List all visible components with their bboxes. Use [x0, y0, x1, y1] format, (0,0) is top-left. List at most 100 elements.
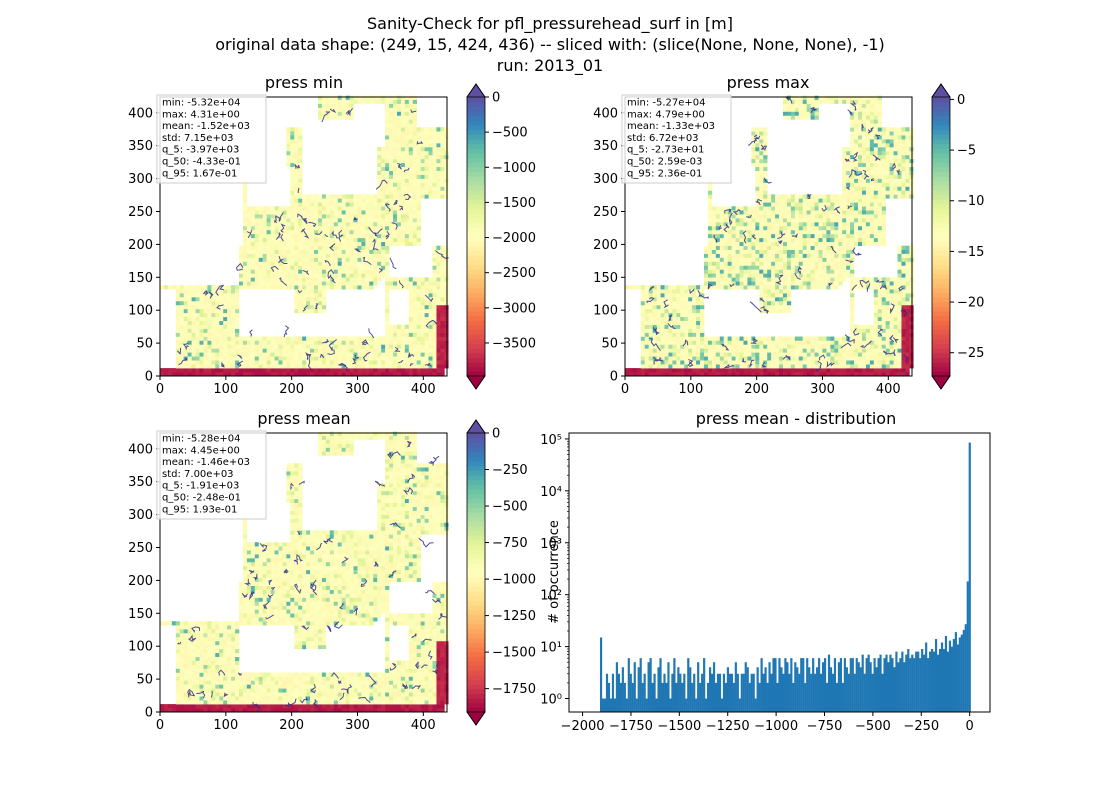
land-cell: [771, 281, 776, 286]
land-cell: [763, 222, 768, 227]
land-cell: [672, 297, 677, 302]
land-cell: [775, 269, 780, 274]
land-cell: [227, 352, 232, 357]
land-cell: [211, 289, 216, 294]
land-cell: [858, 135, 863, 140]
land-cell: [345, 281, 350, 286]
colorbar-segment: [467, 329, 485, 335]
land-cell: [731, 237, 736, 243]
land-cell: [373, 269, 378, 274]
land-cell: [692, 344, 697, 349]
land-cell: [707, 352, 713, 357]
land-cell: [195, 368, 200, 373]
land-cell: [444, 265, 449, 270]
land-cell: [408, 293, 414, 298]
land-cell: [440, 194, 445, 199]
land-cell: [440, 277, 445, 282]
land-cell: [306, 210, 311, 215]
land-cell: [207, 293, 212, 298]
land-cell: [444, 293, 449, 298]
land-cell: [680, 308, 685, 314]
land-cell: [703, 356, 709, 361]
land-cell: [377, 198, 382, 203]
land-cell: [814, 229, 819, 235]
land-cell: [648, 293, 653, 298]
land-cell: [806, 285, 811, 290]
land-cell: [814, 111, 819, 116]
land-cell: [369, 277, 374, 282]
land-cell: [846, 245, 851, 250]
land-cell: [302, 202, 307, 207]
land-cell: [294, 233, 299, 239]
land-cell: [822, 348, 827, 353]
land-cell: [400, 332, 406, 337]
land-cell: [412, 111, 418, 116]
land-cell: [850, 293, 855, 298]
land-cell: [396, 348, 402, 353]
land-cell: [337, 257, 342, 262]
land-cell: [743, 348, 748, 353]
land-cell: [759, 218, 764, 223]
land-cell: [365, 99, 370, 104]
land-cell: [238, 364, 244, 369]
land-cell: [385, 348, 390, 353]
land-cell: [739, 372, 744, 377]
land-cell: [869, 360, 875, 365]
land-cell: [396, 170, 402, 175]
land-cell: [306, 308, 311, 314]
land-cell: [377, 352, 382, 357]
land-cell: [794, 273, 800, 278]
land-cell: [369, 225, 374, 231]
land-cell: [424, 348, 429, 353]
land-cell: [345, 245, 350, 250]
land-cell: [223, 348, 228, 353]
land-cell: [325, 285, 331, 290]
land-cell: [644, 304, 649, 310]
land-cell: [369, 95, 374, 100]
land-cell: [179, 336, 184, 341]
land-cell: [345, 194, 350, 199]
land-cell: [357, 99, 362, 104]
land-cell: [786, 300, 792, 306]
land-cell: [858, 162, 863, 168]
land-cell: [672, 352, 677, 357]
land-cell: [282, 222, 287, 227]
land-cell: [640, 293, 646, 298]
land-cell: [242, 281, 248, 286]
land-cell: [763, 218, 768, 223]
land-cell: [711, 273, 717, 278]
land-cell: [254, 225, 260, 231]
land-cell: [786, 99, 792, 104]
land-cell: [861, 186, 867, 191]
colorbar-tick-label: −500: [492, 126, 528, 141]
land-cell: [428, 127, 433, 132]
land-cell: [235, 293, 240, 298]
river-line: [178, 358, 188, 366]
land-cell: [747, 348, 752, 353]
land-cell: [814, 336, 819, 341]
colorbar-segment: [467, 162, 485, 168]
land-cell: [282, 265, 287, 270]
land-cell: [254, 340, 260, 345]
land-cell: [802, 356, 807, 361]
land-cell: [696, 300, 701, 306]
land-cell: [235, 344, 240, 349]
land-cell: [707, 261, 713, 266]
land-cell: [400, 178, 406, 183]
land-cell: [377, 245, 382, 250]
land-cell: [676, 285, 681, 290]
land-cell: [861, 277, 867, 282]
land-cell: [314, 336, 319, 341]
land-cell: [869, 336, 875, 341]
land-cell: [660, 356, 665, 361]
land-cell: [782, 277, 788, 282]
land-cell: [266, 229, 271, 235]
land-cell: [408, 210, 414, 215]
land-cell: [850, 202, 855, 207]
land-cell: [676, 348, 681, 353]
land-cell: [790, 107, 796, 112]
land-cell: [759, 233, 764, 239]
colorbar-segment: [467, 348, 485, 354]
land-cell: [711, 356, 717, 361]
land-cell: [719, 273, 725, 278]
